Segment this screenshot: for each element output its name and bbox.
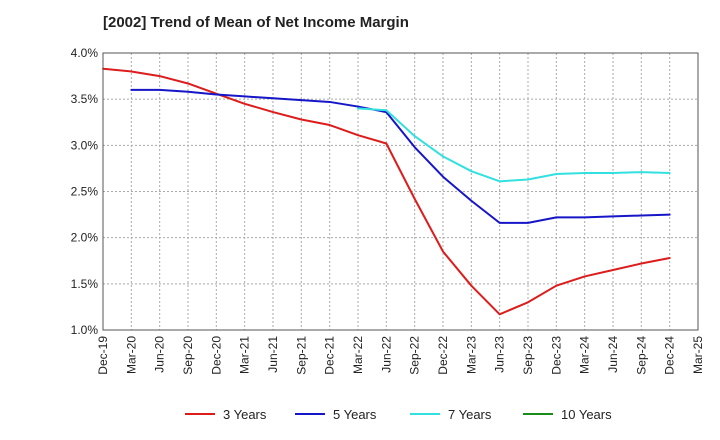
y-tick-label: 2.5% [71, 185, 99, 199]
y-tick-label: 3.0% [71, 138, 99, 152]
legend-label: 10 Years [561, 407, 612, 422]
x-tick-label: Sep-21 [294, 336, 308, 375]
legend-label: 7 Years [448, 407, 492, 422]
y-tick-label: 2.0% [71, 231, 99, 245]
series-line-2 [357, 107, 671, 183]
x-tick-label: Dec-22 [436, 336, 450, 375]
y-tick-label: 1.0% [71, 323, 99, 337]
y-tick-label: 1.5% [71, 277, 99, 291]
x-tick-label: Jun-23 [493, 336, 507, 373]
x-tick-label: Jun-21 [266, 336, 280, 373]
x-tick-label: Mar-25 [691, 336, 705, 374]
x-tick-label: Jun-20 [153, 336, 167, 373]
chart-title: [2002] Trend of Mean of Net Income Margi… [103, 14, 409, 31]
series-line-1 [130, 88, 671, 224]
y-tick-label: 4.0% [71, 46, 99, 60]
legend-label: 3 Years [223, 407, 267, 422]
x-tick-label: Sep-23 [521, 336, 535, 375]
x-tick-label: Mar-21 [238, 336, 252, 374]
x-tick-label: Dec-21 [323, 336, 337, 375]
series-line-0 [102, 67, 671, 316]
y-tick-label: 3.5% [71, 92, 99, 106]
plot-border [102, 52, 699, 331]
x-tick-label: Mar-23 [464, 336, 478, 374]
x-tick-label: Mar-20 [124, 336, 138, 374]
x-tick-label: Dec-23 [549, 336, 563, 375]
x-tick-label: Sep-22 [408, 336, 422, 375]
x-tick-label: Sep-20 [181, 336, 195, 375]
x-tick-label: Jun-22 [379, 336, 393, 373]
x-tick-label: Dec-19 [96, 336, 110, 375]
x-tick-label: Sep-24 [634, 336, 648, 375]
x-tick-label: Mar-22 [351, 336, 365, 374]
x-tick-label: Mar-24 [578, 336, 592, 374]
x-tick-label: Dec-24 [663, 336, 677, 375]
legend-label: 5 Years [333, 407, 377, 422]
x-tick-label: Jun-24 [606, 336, 620, 373]
x-tick-label: Dec-20 [209, 336, 223, 375]
